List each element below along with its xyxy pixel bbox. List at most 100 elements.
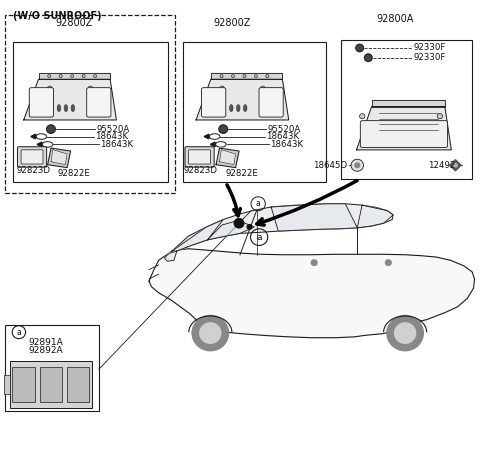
Ellipse shape [57, 105, 61, 112]
Circle shape [312, 260, 317, 266]
Text: 92800Z: 92800Z [214, 18, 251, 28]
Polygon shape [51, 150, 67, 165]
Text: 92800A: 92800A [376, 14, 414, 24]
Circle shape [360, 113, 365, 119]
Bar [67, 367, 89, 402]
Polygon shape [149, 249, 475, 338]
FancyBboxPatch shape [259, 88, 283, 117]
Bar [5, 325, 99, 411]
Polygon shape [207, 220, 254, 240]
Polygon shape [172, 219, 223, 251]
FancyBboxPatch shape [29, 88, 53, 117]
Bar [39, 367, 62, 402]
Circle shape [231, 75, 235, 78]
Circle shape [59, 75, 62, 78]
Circle shape [266, 75, 269, 78]
Polygon shape [24, 79, 117, 120]
Circle shape [48, 86, 52, 91]
Text: 92823D: 92823D [16, 166, 50, 175]
Bar [10, 361, 92, 408]
Circle shape [356, 44, 363, 52]
Text: 92891A: 92891A [28, 338, 63, 347]
Polygon shape [450, 159, 461, 171]
Text: 92330F: 92330F [413, 53, 445, 62]
FancyBboxPatch shape [202, 88, 226, 117]
Polygon shape [37, 142, 42, 147]
Bar [12, 367, 35, 402]
Circle shape [351, 159, 363, 171]
Text: 95520A: 95520A [96, 125, 130, 133]
Polygon shape [31, 134, 36, 139]
Bar [12, 42, 168, 181]
Ellipse shape [64, 105, 68, 112]
FancyBboxPatch shape [21, 150, 43, 164]
FancyBboxPatch shape [189, 150, 211, 164]
Text: 92823D: 92823D [183, 166, 217, 175]
Text: 12492: 12492 [428, 161, 455, 170]
Polygon shape [357, 106, 451, 150]
FancyBboxPatch shape [185, 147, 214, 167]
Text: a: a [256, 232, 262, 242]
Bar [4, 375, 10, 394]
Circle shape [437, 113, 443, 119]
Circle shape [82, 75, 85, 78]
Circle shape [47, 125, 55, 133]
Ellipse shape [229, 105, 233, 112]
Circle shape [387, 315, 423, 351]
Circle shape [200, 323, 221, 343]
Circle shape [395, 323, 416, 343]
Circle shape [219, 125, 228, 133]
Circle shape [192, 315, 228, 351]
Ellipse shape [243, 105, 247, 112]
Circle shape [48, 75, 51, 78]
Polygon shape [204, 134, 209, 139]
Polygon shape [38, 73, 110, 79]
Circle shape [243, 75, 246, 78]
Text: 18643K: 18643K [95, 132, 128, 141]
Circle shape [364, 54, 372, 61]
Bar [5, 14, 175, 193]
Text: 92822E: 92822E [57, 169, 90, 178]
Bar [340, 40, 472, 179]
Circle shape [220, 86, 224, 91]
Polygon shape [211, 73, 282, 79]
Text: 18643K: 18643K [266, 132, 300, 141]
Polygon shape [196, 79, 289, 120]
Text: 18643K: 18643K [100, 140, 133, 149]
Circle shape [88, 86, 93, 91]
Circle shape [220, 75, 223, 78]
Text: 92330F: 92330F [413, 44, 445, 53]
Polygon shape [172, 204, 393, 251]
Ellipse shape [71, 105, 75, 112]
Circle shape [355, 163, 360, 167]
Polygon shape [216, 148, 239, 167]
Text: 18643K: 18643K [270, 140, 303, 149]
Polygon shape [219, 150, 236, 165]
Text: a: a [16, 328, 21, 337]
Circle shape [94, 75, 96, 78]
Circle shape [254, 75, 257, 78]
Text: 95520A: 95520A [268, 125, 301, 133]
Text: 92800Z: 92800Z [56, 18, 93, 28]
Circle shape [385, 260, 391, 266]
Text: (W/O SUNROOF): (W/O SUNROOF) [12, 11, 101, 20]
Circle shape [247, 225, 252, 229]
Text: a: a [256, 199, 261, 208]
Polygon shape [357, 205, 393, 228]
Polygon shape [210, 142, 215, 147]
FancyBboxPatch shape [87, 88, 111, 117]
FancyBboxPatch shape [17, 147, 47, 167]
Text: 92892A: 92892A [28, 346, 63, 355]
FancyBboxPatch shape [360, 120, 447, 147]
Circle shape [261, 86, 265, 91]
Polygon shape [164, 251, 177, 261]
Text: 18645D: 18645D [313, 161, 347, 170]
Polygon shape [271, 204, 357, 231]
Polygon shape [372, 100, 445, 106]
Bar [182, 42, 326, 181]
Polygon shape [48, 148, 71, 167]
Text: 92822E: 92822E [226, 169, 259, 178]
Circle shape [454, 163, 457, 167]
Ellipse shape [236, 105, 240, 112]
Circle shape [234, 219, 244, 228]
